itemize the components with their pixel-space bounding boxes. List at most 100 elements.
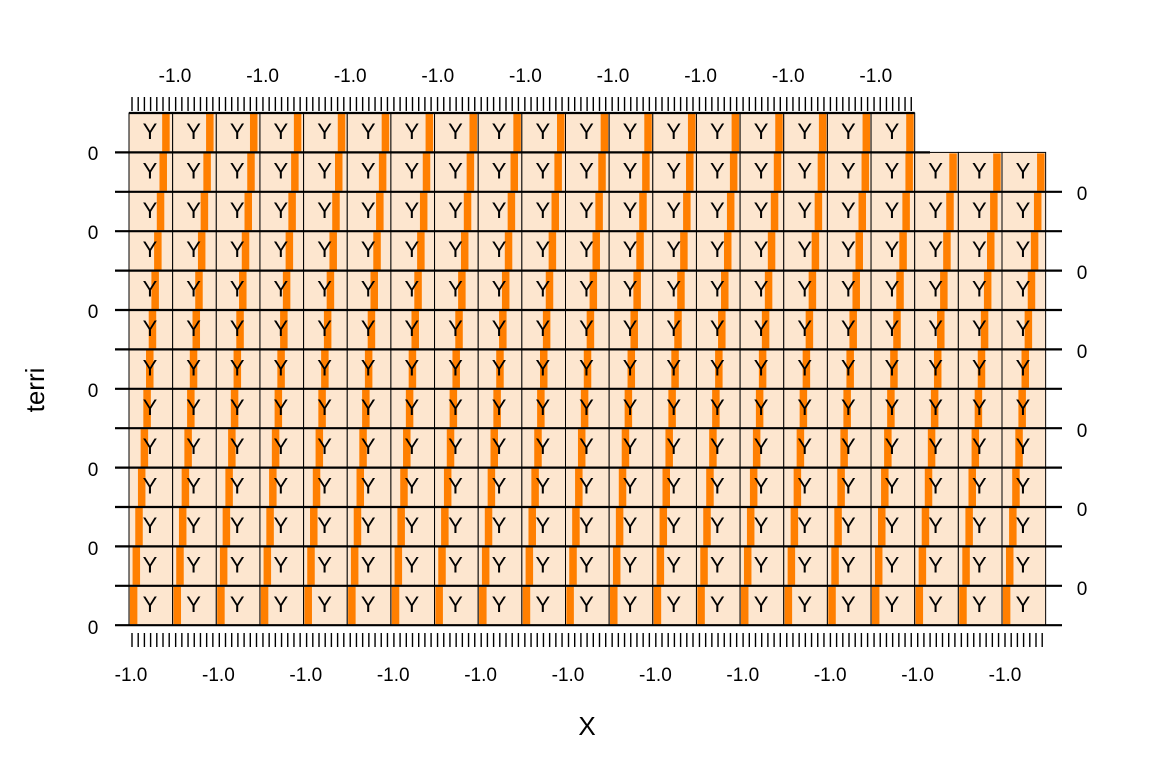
- panel-strip-label: Y: [972, 237, 987, 262]
- bar: [642, 153, 650, 191]
- bar: [618, 468, 627, 506]
- panel-background: [390, 230, 436, 272]
- bar: [362, 389, 370, 428]
- panel: Y: [870, 388, 916, 429]
- panel-strip-label: Y: [317, 355, 332, 380]
- panel-background: [1001, 427, 1047, 469]
- panel-strip-label: Y: [928, 395, 943, 420]
- panel: Y: [739, 506, 785, 547]
- panel-strip-label: Y: [623, 277, 638, 302]
- panel-strip-label: Y: [230, 316, 245, 341]
- panel: Y: [565, 585, 610, 626]
- bar: [225, 468, 233, 506]
- panel-strip-label: Y: [361, 592, 376, 617]
- x-axis-title: X: [578, 711, 595, 741]
- panel-strip-label: Y: [274, 434, 289, 459]
- panel: Y: [957, 585, 1003, 626]
- panel-strip-label: Y: [361, 552, 376, 577]
- panel: Y: [390, 270, 436, 311]
- bar: [706, 468, 714, 506]
- panel: Y: [1001, 467, 1047, 508]
- panel-strip-label: Y: [928, 592, 943, 617]
- panel-strip-label: Y: [448, 158, 463, 183]
- bar: [837, 468, 845, 506]
- panel: Y: [259, 230, 305, 272]
- panel: Y: [695, 112, 741, 153]
- panel: Y: [303, 427, 348, 469]
- panel: Y: [957, 191, 1003, 232]
- panel: Y: [652, 427, 697, 469]
- panel-background: [172, 270, 217, 311]
- panel-background: [914, 467, 959, 508]
- panel-background: [652, 270, 697, 311]
- panel: Y: [652, 585, 697, 626]
- panel-strip-label: Y: [841, 119, 856, 144]
- panel: Y: [608, 151, 654, 193]
- panel-strip-label: Y: [928, 316, 943, 341]
- panel-strip-label: Y: [710, 434, 725, 459]
- panel: Y: [346, 467, 392, 508]
- panel-strip-label: Y: [623, 513, 638, 538]
- panel-strip-label: Y: [492, 395, 507, 420]
- bar: [394, 547, 403, 585]
- bar: [504, 232, 513, 270]
- panel-background: [957, 309, 1003, 350]
- panel-strip-label: Y: [797, 395, 812, 420]
- panel: Y: [870, 348, 916, 390]
- panel-strip-label: Y: [579, 119, 594, 144]
- bar: [173, 586, 182, 625]
- bar: [381, 114, 390, 152]
- panel-strip-label: Y: [361, 355, 376, 380]
- bar: [353, 508, 362, 546]
- panel-strip-label: Y: [754, 198, 769, 223]
- bar: [1012, 468, 1020, 506]
- bar: [686, 153, 694, 191]
- panel: Y: [739, 309, 785, 350]
- bar: [408, 350, 417, 388]
- bar: [659, 508, 668, 546]
- panel: Y: [172, 309, 217, 350]
- panel-strip-label: Y: [535, 474, 550, 499]
- bar: [293, 114, 302, 152]
- panel: Y: [826, 506, 872, 547]
- bar: [668, 389, 676, 428]
- panel: Y: [870, 309, 916, 350]
- panel: Y: [346, 151, 392, 193]
- panel: Y: [434, 309, 479, 350]
- panel-strip-label: Y: [666, 316, 681, 341]
- panel: Y: [1001, 545, 1047, 587]
- bar: [312, 468, 321, 506]
- panel-strip-label: Y: [579, 592, 594, 617]
- panel: Y: [128, 309, 174, 350]
- panel: Y: [826, 230, 872, 272]
- panel-strip-label: Y: [230, 592, 245, 617]
- panel: Y: [565, 506, 610, 547]
- panel: Y: [870, 427, 916, 469]
- x-tick-label-bottom: -1.0: [989, 665, 1022, 686]
- panel: Y: [652, 270, 697, 311]
- panel-strip-label: Y: [1016, 198, 1031, 223]
- panel-strip-label: Y: [274, 237, 289, 262]
- panel-strip-label: Y: [317, 316, 332, 341]
- bar: [764, 271, 773, 309]
- bar: [977, 350, 986, 388]
- panel-strip-label: Y: [797, 513, 812, 538]
- panel-background: [346, 467, 392, 508]
- bar: [274, 389, 283, 428]
- panel-strip-label: Y: [754, 119, 769, 144]
- bar: [203, 153, 211, 191]
- bar: [1024, 311, 1033, 349]
- panel: Y: [259, 506, 305, 547]
- panel-strip-label: Y: [928, 237, 943, 262]
- panel: Y: [739, 230, 785, 272]
- panel-background: [259, 427, 305, 469]
- panel-strip-label: Y: [317, 237, 332, 262]
- panel-background: [1001, 309, 1047, 350]
- bar: [233, 350, 242, 388]
- bar: [1009, 508, 1017, 546]
- panel: Y: [783, 506, 828, 547]
- bar: [671, 350, 679, 388]
- panel-strip-label: Y: [754, 237, 769, 262]
- panel: Y: [957, 151, 1003, 193]
- panel: Y: [565, 230, 610, 272]
